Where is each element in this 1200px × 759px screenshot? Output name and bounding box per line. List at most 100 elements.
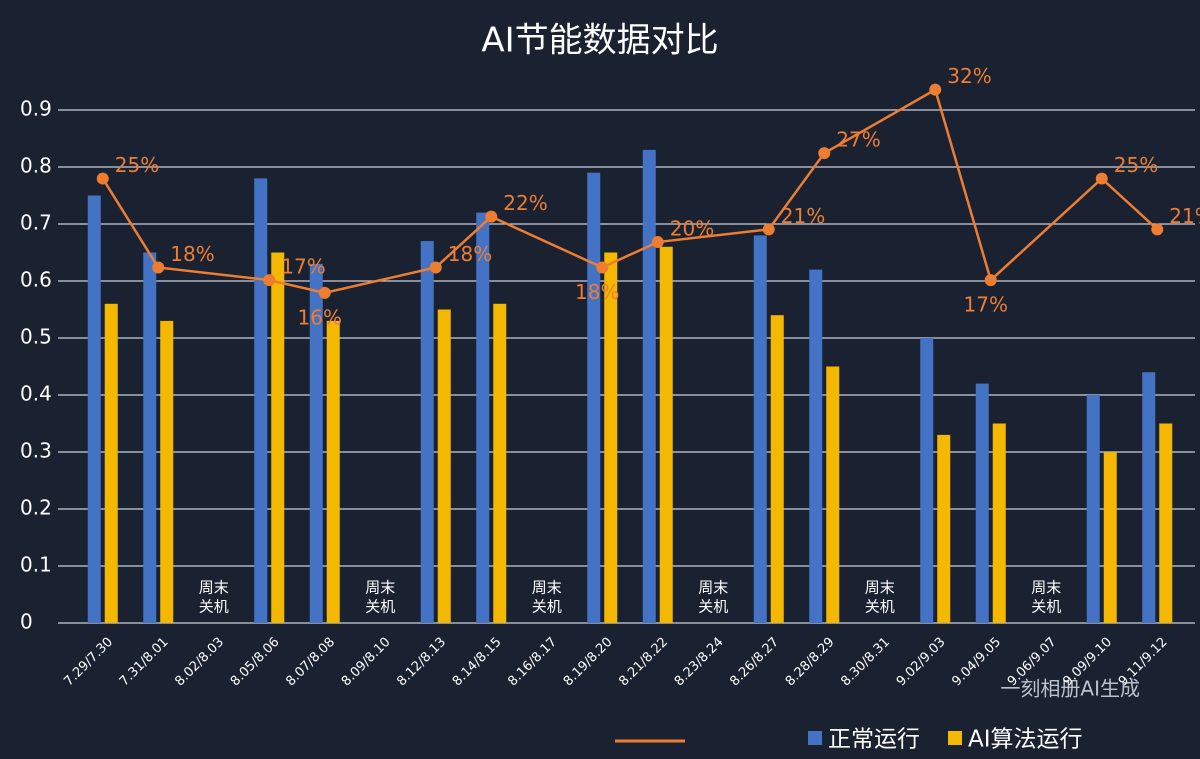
bar bbox=[753, 235, 767, 623]
line-point bbox=[429, 261, 442, 274]
data-label: 25% bbox=[1114, 153, 1158, 177]
y-tick-label: 0.4 bbox=[20, 382, 52, 406]
data-label: 22% bbox=[503, 191, 547, 215]
line-point bbox=[485, 210, 498, 223]
legend-swatch bbox=[948, 731, 962, 745]
data-label: 27% bbox=[836, 128, 880, 152]
chart-title: AI节能数据对比 bbox=[481, 21, 718, 61]
data-label: 21% bbox=[1169, 204, 1200, 228]
bar bbox=[437, 309, 451, 623]
legend-label: 正常运行 bbox=[828, 727, 920, 753]
bar bbox=[937, 434, 951, 623]
bar bbox=[770, 315, 784, 623]
x-tick-label: 9.11/9.12 bbox=[1116, 635, 1171, 690]
x-tick-label: 8.02/8.03 bbox=[172, 635, 227, 690]
annotation: 关机 bbox=[698, 598, 728, 616]
legend-swatch bbox=[808, 731, 822, 745]
annotation: 周末 bbox=[532, 579, 562, 597]
y-tick-label: 0.7 bbox=[20, 211, 52, 235]
y-tick-label: 0.1 bbox=[20, 553, 52, 577]
x-tick-label: 8.23/8.24 bbox=[672, 635, 727, 690]
bar bbox=[104, 303, 118, 623]
bar bbox=[1086, 395, 1100, 623]
annotation: 关机 bbox=[1031, 598, 1061, 616]
x-tick-label: 8.26/8.27 bbox=[727, 635, 782, 690]
line-point bbox=[1151, 223, 1164, 236]
x-tick-label: 9.02/9.03 bbox=[894, 635, 949, 690]
data-label: 17% bbox=[281, 255, 325, 279]
line-point bbox=[929, 83, 942, 96]
x-tick-label: 8.05/8.06 bbox=[228, 635, 283, 690]
watermark: 一刻相册AI生成 bbox=[1000, 677, 1140, 701]
data-label: 18% bbox=[448, 242, 492, 266]
x-tick-label: 8.12/8.13 bbox=[394, 635, 449, 690]
y-tick-label: 0.6 bbox=[20, 268, 52, 292]
bar bbox=[1103, 452, 1117, 623]
annotation: 关机 bbox=[365, 598, 395, 616]
bar bbox=[1159, 423, 1173, 623]
x-tick-label: 8.07/8.08 bbox=[283, 635, 338, 690]
x-tick-label: 8.09/8.10 bbox=[339, 635, 394, 690]
data-label: 21% bbox=[781, 204, 825, 228]
line-point bbox=[596, 261, 609, 274]
bar bbox=[254, 178, 268, 623]
annotation: 关机 bbox=[199, 598, 229, 616]
bar bbox=[326, 320, 340, 623]
y-tick-label: 0.2 bbox=[20, 496, 52, 520]
y-tick-label: 0 bbox=[20, 610, 33, 634]
line-point bbox=[1095, 172, 1108, 185]
annotation: 周末 bbox=[365, 579, 395, 597]
bar bbox=[143, 252, 157, 623]
bar bbox=[975, 383, 989, 623]
data-label: 17% bbox=[964, 293, 1008, 317]
bar bbox=[476, 212, 490, 623]
bar bbox=[1142, 372, 1156, 623]
data-label: 18% bbox=[575, 280, 619, 304]
line-point bbox=[318, 286, 331, 299]
x-tick-label: 8.14/8.15 bbox=[450, 635, 505, 690]
annotation: 周末 bbox=[698, 579, 728, 597]
bar bbox=[659, 246, 673, 624]
x-tick-label: 8.19/8.20 bbox=[561, 635, 616, 690]
y-tick-label: 0.8 bbox=[20, 154, 52, 178]
line-point bbox=[96, 172, 109, 185]
annotation: 周末 bbox=[865, 579, 895, 597]
x-tick-label: 8.16/8.17 bbox=[505, 635, 560, 690]
line-point bbox=[984, 274, 997, 287]
bar bbox=[826, 366, 840, 623]
bar bbox=[604, 252, 618, 623]
data-label: 18% bbox=[170, 242, 214, 266]
bar bbox=[420, 241, 434, 623]
legend-label: AI算法运行 bbox=[968, 727, 1083, 753]
y-tick-label: 0.9 bbox=[20, 97, 52, 121]
line-point bbox=[263, 274, 276, 287]
x-tick-label: 7.31/8.01 bbox=[117, 635, 172, 690]
y-tick-label: 0.3 bbox=[20, 439, 52, 463]
bar bbox=[992, 423, 1006, 623]
line-point bbox=[818, 147, 831, 160]
annotation: 关机 bbox=[532, 598, 562, 616]
bar bbox=[809, 269, 823, 623]
bar bbox=[309, 263, 323, 623]
x-tick-label: 8.30/8.31 bbox=[838, 635, 893, 690]
line-point bbox=[762, 223, 775, 236]
data-label: 16% bbox=[298, 305, 342, 329]
bar bbox=[271, 252, 285, 623]
data-label: 25% bbox=[115, 153, 159, 177]
annotation: 关机 bbox=[865, 598, 895, 616]
line-point bbox=[152, 261, 165, 274]
line-point bbox=[651, 236, 664, 249]
bar bbox=[160, 320, 174, 623]
bar bbox=[493, 303, 507, 623]
x-tick-label: 8.28/8.29 bbox=[783, 635, 838, 690]
bar bbox=[87, 195, 101, 623]
x-tick-label: 8.21/8.22 bbox=[616, 635, 671, 690]
bar bbox=[920, 338, 934, 623]
annotation: 周末 bbox=[1031, 579, 1061, 597]
x-tick-label: 7.29/7.30 bbox=[61, 635, 116, 690]
bar bbox=[587, 172, 601, 623]
annotation: 周末 bbox=[199, 579, 229, 597]
x-tick-label: 9.04/9.05 bbox=[949, 635, 1004, 690]
